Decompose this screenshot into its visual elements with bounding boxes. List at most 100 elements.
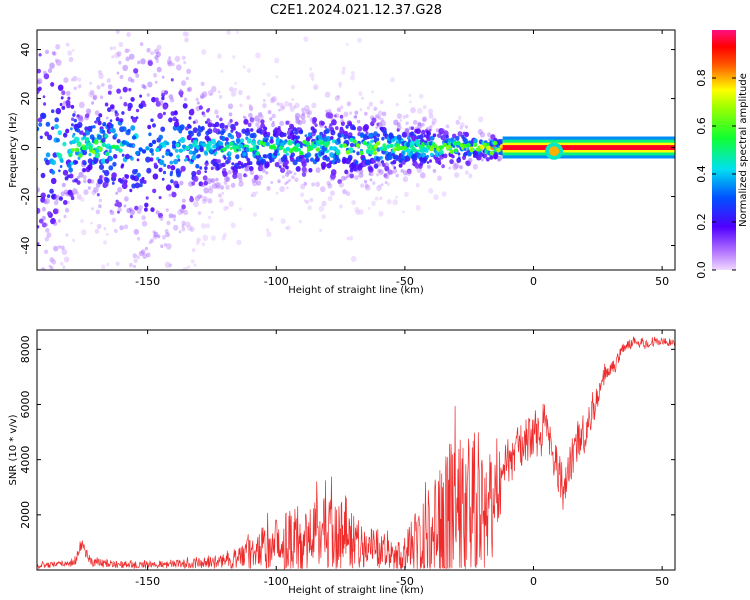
spectrogram-cell [76, 141, 82, 148]
spectrogram-cell [359, 108, 363, 112]
spectrogram-cell [396, 125, 402, 131]
spectrogram-cell [351, 71, 355, 76]
spectrogram-cell [311, 77, 315, 81]
spectrogram-cell [466, 142, 471, 148]
spectrogram-cell [452, 164, 459, 171]
spectrogram-cell [386, 172, 391, 176]
spectrogram-cell [46, 194, 51, 199]
spectrogram-cell [415, 128, 421, 135]
spectrogram-cell [229, 119, 233, 123]
spectrogram-cell [124, 196, 129, 202]
spectrogram-cell [464, 170, 469, 175]
spectrogram-cell [199, 147, 204, 153]
spectrogram-cell [235, 137, 241, 143]
spectrogram-cell [370, 139, 374, 144]
spectrogram-cell [459, 143, 464, 148]
spectrogram-cell [54, 208, 60, 215]
spectrogram-cell [179, 180, 184, 186]
spectrogram-cell [61, 90, 66, 96]
spectrogram-cell [114, 110, 118, 114]
spectrogram-cell [263, 126, 268, 131]
spectrogram-cell [72, 113, 76, 117]
spectrogram-cell [432, 143, 438, 149]
spectrogram-cell [109, 209, 113, 213]
spectrogram-cell [220, 69, 224, 73]
spectrogram-cell [452, 133, 457, 139]
spectrogram-cell [150, 207, 155, 213]
spectrogram-cell [287, 139, 293, 146]
spectrogram-cell [201, 242, 206, 247]
spectrogram-cell [51, 259, 57, 265]
spectrogram-cell [342, 160, 346, 164]
spectrogram-cell [54, 124, 59, 130]
spectrogram-cell [334, 161, 338, 165]
spectrogram-cell [335, 149, 341, 154]
spectrogram-cell [83, 189, 89, 196]
spectrogram-cell [358, 91, 363, 96]
spectrogram-cell [406, 168, 412, 174]
spectrogram-cell [186, 87, 191, 92]
spectrogram-cell [331, 139, 336, 144]
spectrogram-cell [165, 208, 169, 212]
spectrogram-cell [55, 59, 62, 66]
spectrogram-cell [320, 121, 325, 126]
spectrogram-cell [321, 214, 327, 220]
spectrogram-cell [284, 182, 287, 186]
spectrogram-cell [119, 225, 124, 231]
spectrogram-cell [242, 65, 246, 69]
snr-y-ticks: 2000 4000 6000 8000 [19, 335, 675, 529]
spectrogram-cell [61, 248, 68, 256]
spectrogram-cell [115, 145, 120, 150]
spectrogram-cell [96, 223, 102, 230]
spectrogram-cell [65, 90, 71, 96]
spectrogram-cell [248, 112, 253, 118]
spectrogram-cell [143, 180, 147, 184]
spectrogram-cell [213, 152, 217, 157]
spectrogram-cell [40, 112, 47, 119]
spectrogram-cell [200, 93, 206, 99]
spectrogram-cell [81, 145, 87, 151]
spectrogram-cell [209, 178, 213, 183]
spectrogram-cell [113, 228, 118, 234]
spectrogram-cell [383, 173, 388, 178]
spectrogram-cell [223, 126, 229, 132]
spectrogram-cell [202, 196, 208, 202]
spectrogram-cell [353, 115, 358, 120]
spectrogram-cell [255, 191, 258, 195]
spectrogram-cell [350, 173, 354, 178]
spectrogram-cell [279, 102, 284, 108]
spectrogram-cell [37, 242, 40, 246]
spectrogram-cell [156, 44, 162, 51]
spectrogram-cell [277, 152, 280, 156]
spectrogram-cell [482, 142, 488, 147]
spectrogram-cell [303, 36, 309, 42]
spectrogram-cell [183, 209, 189, 215]
spectrogram-cell [106, 262, 110, 267]
spectrogram-cell [98, 204, 102, 209]
spectrogram-cell [400, 169, 404, 173]
spectrogram-cell [291, 98, 295, 101]
spectrogram-cell [118, 41, 124, 48]
spectrogram-cell [70, 196, 75, 201]
spectrogram-cell [203, 187, 209, 194]
spectrogram-cell [453, 162, 456, 166]
spectrogram-cell [393, 119, 399, 126]
spectrogram-cell [73, 118, 78, 123]
spectrogram-cell [164, 90, 169, 95]
spectrogram-cell [72, 48, 75, 52]
spectrogram-cell [104, 102, 109, 107]
spectrogram-cell [121, 182, 128, 190]
spectrogram-cell [341, 70, 346, 75]
spectrogram-cell [182, 31, 188, 37]
spectrogram-cell [85, 108, 92, 115]
spectrogram-cell [40, 192, 46, 199]
spectrogram-cell [290, 152, 295, 158]
spectrogram-cell [349, 142, 355, 148]
spectrogram-cell [307, 205, 312, 211]
spectrogram-cell [207, 198, 213, 204]
spectrogram-cell [206, 118, 211, 123]
spectrogram-cell [325, 109, 329, 114]
spectrogram-cell [47, 211, 52, 217]
spectrogram-cell [175, 184, 180, 189]
spectrogram-cell [89, 81, 93, 85]
